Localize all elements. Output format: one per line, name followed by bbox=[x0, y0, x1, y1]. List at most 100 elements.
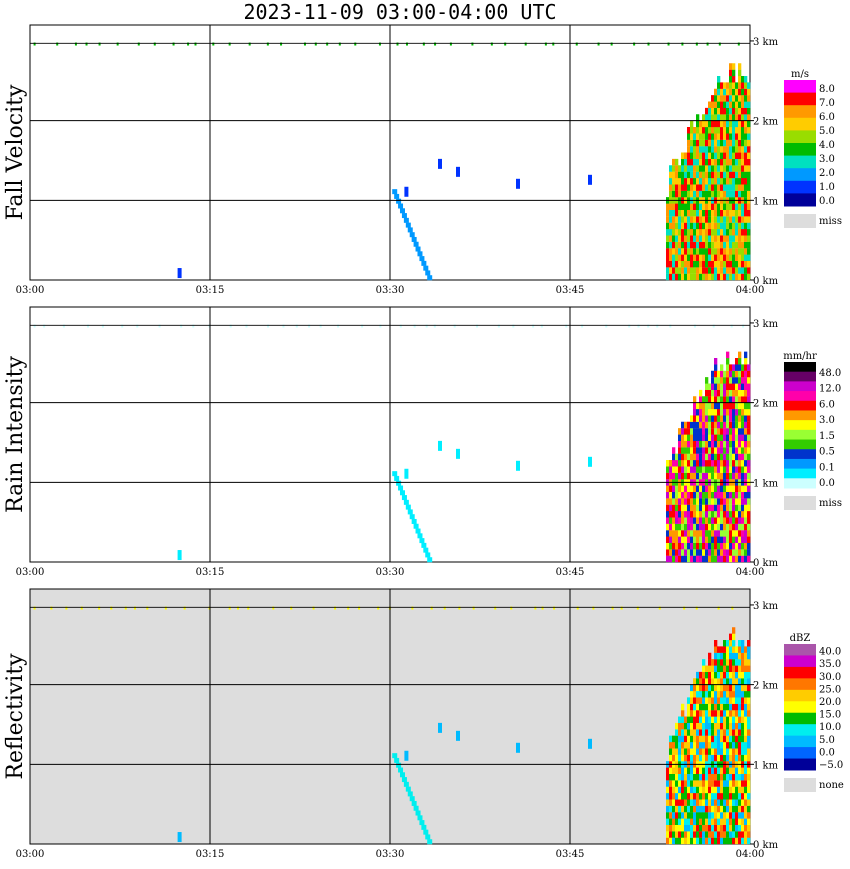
legend-label: 3.0 bbox=[819, 154, 835, 165]
legend-label: 48.0 bbox=[819, 368, 841, 379]
y-tick-label: 3 km bbox=[753, 37, 779, 48]
echo-layer bbox=[177, 63, 751, 281]
y-tick-label: 3 km bbox=[753, 601, 779, 612]
y-tick-label: 2 km bbox=[753, 681, 779, 692]
legend-label: 0.0 bbox=[819, 478, 835, 489]
legend-unit: m/s bbox=[791, 69, 809, 80]
legend-label: 40.0 bbox=[819, 647, 841, 658]
legend-label: −5.0 bbox=[819, 760, 843, 771]
y-tick-label: 1 km bbox=[753, 196, 779, 207]
x-tick-label: 03:00 bbox=[16, 849, 45, 860]
legend-swatch bbox=[784, 678, 816, 691]
legend-label: 1.5 bbox=[819, 431, 835, 442]
legend-swatch bbox=[784, 80, 816, 94]
legend-unit: dBZ bbox=[790, 633, 811, 644]
legend-label: 0.5 bbox=[819, 447, 835, 458]
legend-label: 10.0 bbox=[819, 722, 841, 733]
legend-swatch bbox=[784, 420, 816, 431]
legend-swatch bbox=[784, 381, 816, 392]
legend-label: 7.0 bbox=[819, 98, 835, 109]
fall-velocity-panel: 03:00 03:15 03:30 03:45 04:000 km 1 km 2 km 3 k… bbox=[3, 24, 842, 296]
legend-label: 3.0 bbox=[819, 415, 835, 426]
x-tick-label: 04:00 bbox=[736, 285, 765, 296]
legend-swatch bbox=[784, 758, 816, 771]
legend-swatch bbox=[784, 429, 816, 441]
legend-label: 25.0 bbox=[819, 684, 841, 695]
x-tick-label: 03:15 bbox=[196, 567, 225, 578]
legend-swatch bbox=[784, 468, 816, 479]
legend-swatch bbox=[784, 478, 816, 489]
legend-label: 1.0 bbox=[819, 182, 835, 193]
legend-miss-label: none bbox=[819, 780, 844, 791]
legend-swatch bbox=[784, 193, 816, 207]
legend-label: 0.0 bbox=[819, 747, 835, 758]
x-tick-label: 03:15 bbox=[196, 849, 225, 860]
rain-intensity-panel: 03:00 03:15 03:30 03:45 04:000 km 1 km 2 km 3 k… bbox=[3, 306, 842, 578]
legend-swatch bbox=[784, 362, 816, 373]
y-axis-label: Rain Intensity bbox=[3, 355, 28, 512]
legend-swatch bbox=[784, 168, 816, 182]
legend-label: 30.0 bbox=[819, 672, 841, 683]
legend-swatch bbox=[784, 735, 816, 748]
legend-swatch bbox=[784, 712, 816, 725]
y-tick-label: 0 km bbox=[753, 840, 779, 851]
legend-swatch bbox=[784, 655, 816, 668]
legend-swatch bbox=[784, 644, 816, 656]
legend-label: 6.0 bbox=[819, 112, 835, 123]
legend-swatch bbox=[784, 701, 816, 714]
legend-swatch bbox=[784, 155, 816, 169]
legend-swatch bbox=[784, 92, 816, 106]
y-tick-label: 1 km bbox=[753, 760, 779, 771]
legend-swatch bbox=[784, 724, 816, 737]
x-tick-label: 03:45 bbox=[556, 849, 585, 860]
legend-label: 4.0 bbox=[819, 140, 835, 151]
y-tick-label: 0 km bbox=[753, 276, 779, 287]
legend-swatch bbox=[784, 391, 816, 402]
legend-swatch bbox=[784, 180, 816, 194]
y-tick-label: 1 km bbox=[753, 478, 779, 489]
x-tick-label: 03:15 bbox=[196, 285, 225, 296]
legend-label: 8.0 bbox=[819, 84, 835, 95]
legend-swatch bbox=[784, 439, 816, 450]
legend-swatch bbox=[784, 117, 816, 131]
legend-swatch bbox=[784, 689, 816, 702]
legend-miss-swatch bbox=[784, 778, 816, 792]
legend-label: 20.0 bbox=[819, 697, 841, 708]
echo-layer bbox=[177, 351, 751, 563]
echo-layer bbox=[177, 627, 751, 845]
legend-swatch bbox=[784, 458, 816, 470]
y-tick-label: 3 km bbox=[753, 319, 779, 330]
y-tick-label: 2 km bbox=[753, 399, 779, 410]
legend-swatch bbox=[784, 105, 816, 119]
x-tick-label: 03:45 bbox=[556, 285, 585, 296]
x-tick-label: 04:00 bbox=[736, 567, 765, 578]
legend-unit: mm/hr bbox=[783, 351, 817, 362]
legend-label: 35.0 bbox=[819, 659, 841, 670]
x-tick-label: 04:00 bbox=[736, 849, 765, 860]
legend-swatch bbox=[784, 666, 816, 679]
upper-clutter-line bbox=[33, 606, 734, 610]
y-axis-label: Fall Velocity bbox=[3, 84, 28, 220]
y-tick-label: 0 km bbox=[753, 558, 779, 569]
x-tick-label: 03:30 bbox=[376, 849, 405, 860]
legend-swatch bbox=[784, 747, 816, 760]
x-tick-label: 03:30 bbox=[376, 567, 405, 578]
legend-miss-label: miss bbox=[819, 498, 842, 509]
legend-label: 15.0 bbox=[819, 710, 841, 721]
legend-label: 0.0 bbox=[819, 196, 835, 207]
x-tick-label: 03:45 bbox=[556, 567, 585, 578]
legend-swatch bbox=[784, 371, 816, 382]
y-axis-label: Reflectivity bbox=[3, 653, 28, 780]
legend-label: 2.0 bbox=[819, 168, 835, 179]
x-tick-label: 03:00 bbox=[16, 285, 45, 296]
legend-miss-label: miss bbox=[819, 216, 842, 227]
x-tick-label: 03:00 bbox=[16, 567, 45, 578]
upper-clutter-line bbox=[33, 42, 740, 46]
legend-miss-swatch bbox=[784, 496, 816, 510]
legend-label: 5.0 bbox=[819, 126, 835, 137]
legend-swatch bbox=[784, 130, 816, 144]
legend-swatch bbox=[784, 400, 816, 411]
legend-swatch bbox=[784, 410, 816, 421]
legend-miss-swatch bbox=[784, 214, 816, 228]
legend-swatch bbox=[784, 449, 816, 460]
